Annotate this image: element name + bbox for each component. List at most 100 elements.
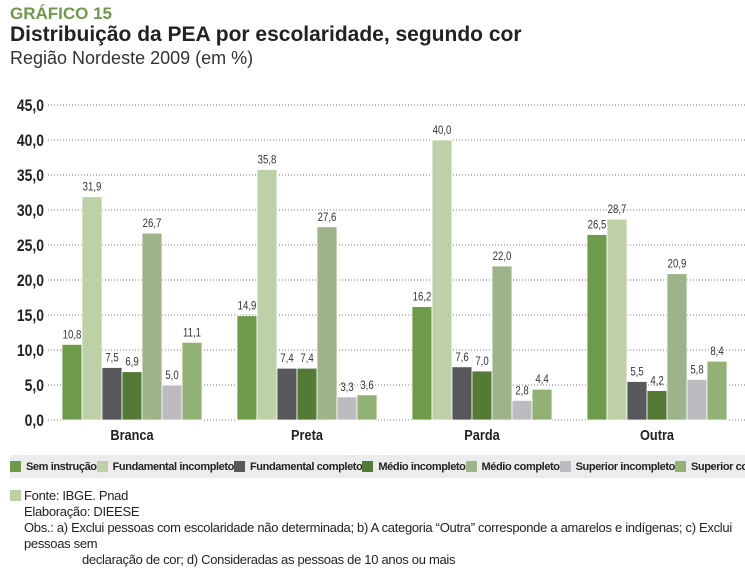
data-label: 5,0 [165, 369, 178, 382]
data-label: 4,2 [650, 375, 663, 388]
data-label: 8,4 [710, 345, 723, 358]
legend-swatch [465, 461, 477, 472]
data-label: 7,4 [280, 352, 293, 365]
obs-note-line2: declaração de cor; d) Consideradas as pe… [82, 552, 456, 567]
bar [336, 396, 358, 421]
legend-swatch [96, 461, 108, 472]
legend-item: Sem instrução [10, 461, 97, 473]
bar [356, 394, 378, 421]
bar [276, 367, 298, 421]
legend-label: Fundamental incompleto [112, 460, 235, 473]
data-label: 28,7 [608, 203, 627, 216]
x-tick-label: Outra [640, 426, 674, 443]
data-label: 7,6 [455, 351, 468, 364]
legend-label: Superior incompleto [575, 460, 676, 473]
notes: Fonte: IBGE. Pnad Elaboração: DIEESE Obs… [10, 488, 745, 568]
bar [61, 343, 83, 421]
bar [586, 234, 608, 421]
data-label: 26,5 [588, 219, 607, 232]
bar [491, 265, 513, 421]
bar [141, 232, 163, 421]
x-tick-label: Parda [464, 426, 500, 443]
data-label: 7,5 [105, 352, 118, 365]
legend-label: Superior completo [690, 460, 745, 473]
bar [626, 381, 648, 421]
data-label: 3,6 [360, 379, 373, 392]
data-label: 11,1 [183, 326, 201, 339]
data-label: 5,5 [630, 366, 643, 379]
bar [706, 360, 728, 421]
bar [296, 367, 318, 421]
data-label: 35,8 [258, 153, 277, 166]
y-tick-label: 25,0 [17, 237, 44, 256]
chart-kicker: GRÁFICO 15 [10, 4, 113, 23]
legend-item: Fundamental completo [233, 460, 363, 473]
data-label: 6,9 [125, 356, 138, 369]
x-tick-label: Preta [291, 426, 323, 443]
data-label: 5,8 [690, 363, 703, 376]
bar [181, 341, 203, 421]
bar [81, 196, 103, 421]
source-note: Fonte: IBGE. Pnad [24, 488, 129, 503]
y-tick-label: 45,0 [17, 97, 44, 116]
legend-swatch [559, 461, 571, 472]
data-label: 3,3 [340, 381, 353, 394]
y-tick-label: 10,0 [17, 342, 44, 361]
bar [236, 315, 258, 421]
legend-item: Superior incompleto [559, 460, 676, 473]
bar [256, 168, 278, 421]
bar [161, 384, 183, 421]
bar [121, 371, 143, 421]
bar [511, 399, 533, 421]
legend-item: Superior completo [674, 460, 745, 473]
data-label: 22,0 [493, 250, 512, 263]
data-label: 20,9 [668, 258, 687, 271]
data-label: 10,8 [63, 328, 82, 341]
data-label: 27,6 [318, 211, 337, 224]
legend-label: Médio incompleto [378, 460, 466, 473]
data-label: 16,2 [413, 291, 432, 304]
bar [666, 273, 688, 421]
data-label: 14,9 [238, 300, 257, 313]
legend-item: Fundamental incompleto [96, 460, 235, 473]
y-tick-label: 0,0 [25, 412, 44, 431]
legend-label: Médio completo [481, 460, 561, 473]
data-label: 7,0 [475, 355, 488, 368]
bar [411, 306, 433, 421]
data-label: 4,4 [535, 373, 548, 386]
elaboration-note: Elaboração: DIEESE [24, 504, 140, 519]
bar [686, 378, 708, 421]
bar [316, 226, 338, 421]
data-label: 26,7 [143, 217, 162, 230]
legend-swatch [674, 461, 686, 472]
bar-chart: 0,0 5,0 10,0 15,0 20,0 25,0 30,0 35,0 40,0 45,0 10… [17, 97, 745, 443]
chart-title: Distribuição da PEA por escolaridade, se… [10, 23, 522, 46]
legend-item: Médio incompleto [362, 460, 466, 473]
bar [471, 370, 493, 421]
note-marker-icon [10, 490, 21, 501]
y-tick-label: 30,0 [17, 202, 44, 221]
legend-swatch [362, 461, 374, 472]
bar [431, 139, 453, 421]
bar [606, 218, 628, 421]
bar [531, 388, 553, 421]
data-label: 2,8 [515, 384, 528, 397]
bar [101, 367, 123, 421]
data-label: 7,4 [300, 352, 313, 365]
legend-item: Médio completo [465, 460, 561, 473]
bar [646, 390, 668, 421]
legend-swatch [10, 461, 21, 472]
data-label: 40,0 [433, 124, 452, 137]
y-tick-label: 40,0 [17, 132, 44, 151]
obs-note-line1: Obs.: a) Exclui pessoas com escolaridade… [24, 520, 732, 551]
y-tick-label: 5,0 [25, 377, 44, 396]
legend: Sem instrução Fundamental incompleto Funda… [10, 455, 745, 478]
chart-subtitle: Região Nordeste 2009 (em %) [10, 48, 254, 68]
legend-swatch [233, 461, 245, 472]
y-tick-label: 15,0 [17, 307, 44, 326]
legend-label: Sem instrução [26, 460, 97, 473]
y-tick-label: 35,0 [17, 167, 44, 186]
data-label: 31,9 [83, 181, 102, 194]
bar [451, 366, 473, 421]
legend-label: Fundamental completo [249, 460, 363, 473]
